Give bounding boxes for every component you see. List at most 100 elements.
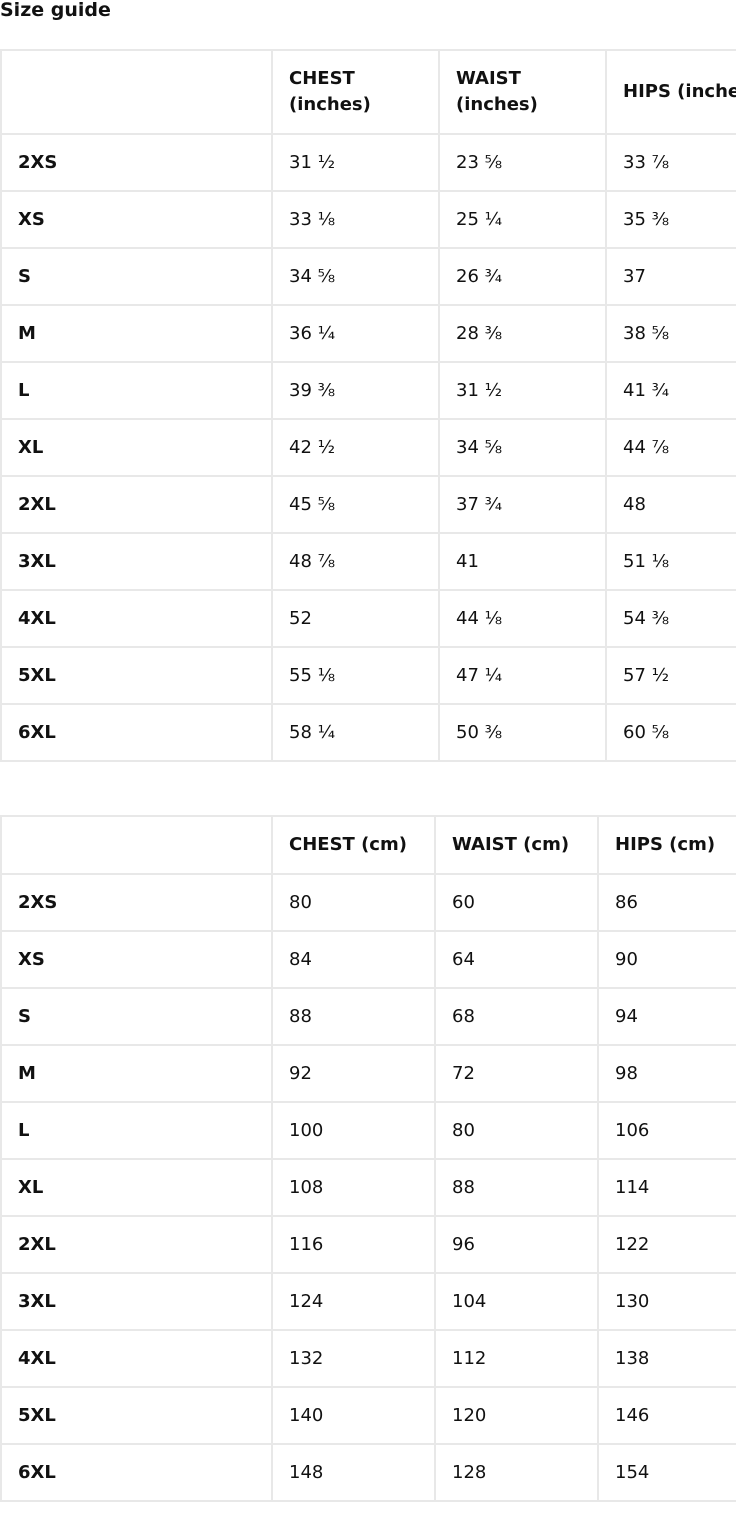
waist-value: 50 ⅜ <box>438 703 607 762</box>
column-header-waist: WAIST (inches) <box>438 49 607 135</box>
table-row: L 100 80 106 <box>0 1101 736 1160</box>
size-label: 2XS <box>0 133 273 192</box>
table-row: 4XL 132 112 138 <box>0 1329 736 1388</box>
waist-value: 112 <box>434 1329 599 1388</box>
chest-value: 55 ⅛ <box>271 646 440 705</box>
table-row: 2XS 80 60 86 <box>0 873 736 932</box>
size-label: XS <box>0 190 273 249</box>
size-label: XL <box>0 1158 273 1217</box>
chest-value: 132 <box>271 1329 436 1388</box>
table-row: 4XL 52 44 ⅛ 54 ⅜ <box>0 589 736 648</box>
size-label: 4XL <box>0 589 273 648</box>
size-label: 6XL <box>0 1443 273 1502</box>
hips-value: 86 <box>597 873 736 932</box>
header-row: CHEST (inches)WAIST (inches)HIPS (inches… <box>0 49 736 135</box>
waist-value: 104 <box>434 1272 599 1331</box>
size-label: XL <box>0 418 273 477</box>
chest-value: 116 <box>271 1215 436 1274</box>
table-row: 3XL 124 104 130 <box>0 1272 736 1331</box>
size-label: M <box>0 1044 273 1103</box>
chest-value: 58 ¼ <box>271 703 440 762</box>
waist-value: 68 <box>434 987 599 1046</box>
chest-value: 33 ⅛ <box>271 190 440 249</box>
column-header-chest: CHEST (inches) <box>271 49 440 135</box>
table-row: M 92 72 98 <box>0 1044 736 1103</box>
waist-value: 23 ⅝ <box>438 133 607 192</box>
chest-value: 34 ⅝ <box>271 247 440 306</box>
hips-value: 37 <box>605 247 736 306</box>
waist-value: 44 ⅛ <box>438 589 607 648</box>
waist-value: 41 <box>438 532 607 591</box>
size-label: 2XL <box>0 1215 273 1274</box>
waist-value: 26 ¾ <box>438 247 607 306</box>
size-label: S <box>0 987 273 1046</box>
table-row: M 36 ¼ 28 ⅜ 38 ⅝ <box>0 304 736 363</box>
size-label: 2XL <box>0 475 273 534</box>
column-header-size <box>0 815 273 875</box>
size-table-inches: CHEST (inches)WAIST (inches)HIPS (inches… <box>0 49 736 762</box>
table-row: L 39 ⅜ 31 ½ 41 ¾ <box>0 361 736 420</box>
size-table-cm: CHEST (cm) WAIST (cm) HIPS (cm) 2XS 80 60 86 X… <box>0 815 736 1502</box>
hips-value: 51 ⅛ <box>605 532 736 591</box>
page-title: Size guide <box>0 0 111 21</box>
size-label: 4XL <box>0 1329 273 1388</box>
hips-value: 33 ⅞ <box>605 133 736 192</box>
hips-value: 94 <box>597 987 736 1046</box>
size-label: 5XL <box>0 1386 273 1445</box>
hips-value: 106 <box>597 1101 736 1160</box>
table-row: XS 33 ⅛ 25 ¼ 35 ⅜ <box>0 190 736 249</box>
table-row: 2XL 116 96 122 <box>0 1215 736 1274</box>
size-label: S <box>0 247 273 306</box>
chest-value: 42 ½ <box>271 418 440 477</box>
hips-value: 146 <box>597 1386 736 1445</box>
size-label: 5XL <box>0 646 273 705</box>
hips-value: 114 <box>597 1158 736 1217</box>
waist-value: 28 ⅜ <box>438 304 607 363</box>
hips-value: 122 <box>597 1215 736 1274</box>
hips-value: 44 ⅞ <box>605 418 736 477</box>
header-row: CHEST (cm) WAIST (cm) HIPS (cm) <box>0 815 736 875</box>
size-label: M <box>0 304 273 363</box>
hips-value: 60 ⅝ <box>605 703 736 762</box>
column-header-hips: HIPS (inches) <box>605 49 736 135</box>
column-header-chest: CHEST (cm) <box>271 815 436 875</box>
table-row: 2XL 45 ⅝ 37 ¾ 48 <box>0 475 736 534</box>
hips-value: 48 <box>605 475 736 534</box>
chest-value: 31 ½ <box>271 133 440 192</box>
table-row: S 88 68 94 <box>0 987 736 1046</box>
waist-value: 34 ⅝ <box>438 418 607 477</box>
table-row: 6XL 58 ¼ 50 ⅜ 60 ⅝ <box>0 703 736 762</box>
hips-value: 35 ⅜ <box>605 190 736 249</box>
hips-value: 98 <box>597 1044 736 1103</box>
size-label: L <box>0 361 273 420</box>
table-row: S 34 ⅝ 26 ¾ 37 <box>0 247 736 306</box>
column-header-size <box>0 49 273 135</box>
chest-value: 140 <box>271 1386 436 1445</box>
hips-value: 138 <box>597 1329 736 1388</box>
chest-value: 52 <box>271 589 440 648</box>
chest-value: 80 <box>271 873 436 932</box>
chest-value: 36 ¼ <box>271 304 440 363</box>
waist-value: 120 <box>434 1386 599 1445</box>
table-row: 5XL 55 ⅛ 47 ¼ 57 ½ <box>0 646 736 705</box>
size-label: 3XL <box>0 532 273 591</box>
table-row: XL 42 ½ 34 ⅝ 44 ⅞ <box>0 418 736 477</box>
table-row: 5XL 140 120 146 <box>0 1386 736 1445</box>
size-label: 3XL <box>0 1272 273 1331</box>
waist-value: 72 <box>434 1044 599 1103</box>
size-label: L <box>0 1101 273 1160</box>
waist-value: 60 <box>434 873 599 932</box>
chest-value: 84 <box>271 930 436 989</box>
waist-value: 37 ¾ <box>438 475 607 534</box>
hips-value: 90 <box>597 930 736 989</box>
chest-value: 148 <box>271 1443 436 1502</box>
waist-value: 96 <box>434 1215 599 1274</box>
waist-value: 47 ¼ <box>438 646 607 705</box>
waist-value: 31 ½ <box>438 361 607 420</box>
waist-value: 128 <box>434 1443 599 1502</box>
size-label: 2XS <box>0 873 273 932</box>
waist-value: 25 ¼ <box>438 190 607 249</box>
chest-value: 124 <box>271 1272 436 1331</box>
table-row: 6XL 148 128 154 <box>0 1443 736 1502</box>
waist-value: 80 <box>434 1101 599 1160</box>
